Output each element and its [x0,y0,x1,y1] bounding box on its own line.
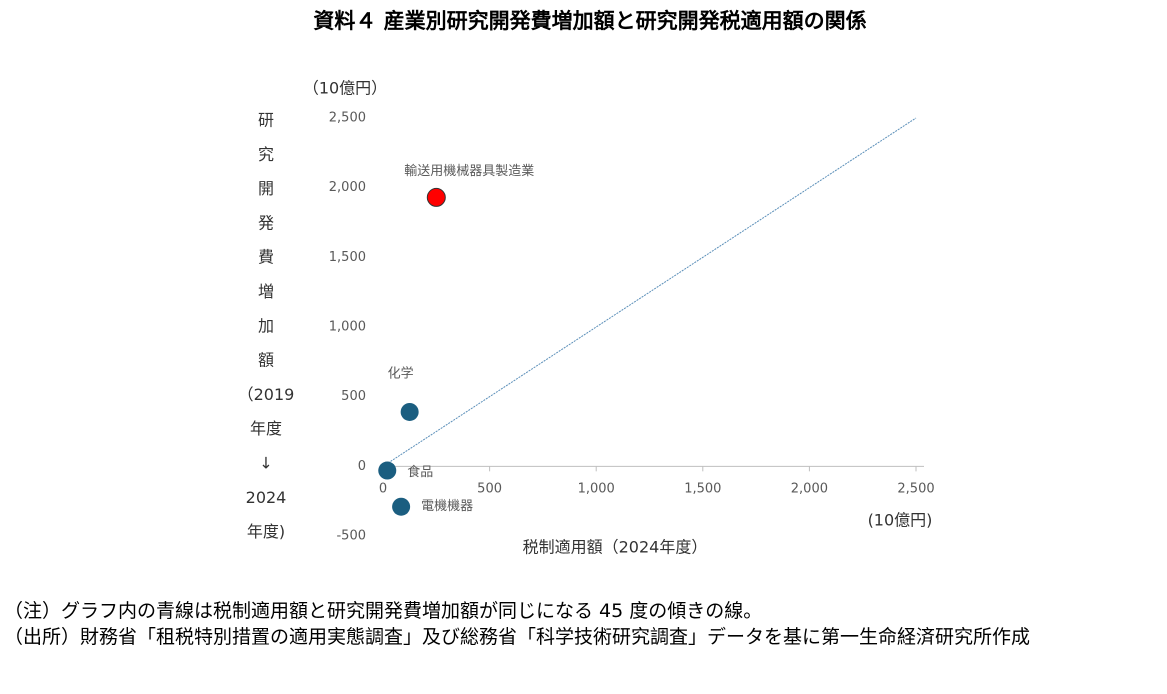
chart: 資料４ 産業別研究開発費増加額と研究開発税適用額の関係 （10億円） (10億円… [238,9,935,557]
y-axis-label: 2024 [246,488,287,507]
point [392,497,411,516]
notes: （注）グラフ内の青線は税制適用額と研究開発費増加額が同じになる 45 度の傾きの… [4,598,1164,650]
y-axis-label: ↓ [259,454,272,473]
x-tick-label: 0 [379,482,387,497]
y-axis-label: 費 [258,248,274,267]
point-label: 輸送用機械器具製造業 [404,163,534,179]
y-axis-label: 発 [258,213,274,232]
x-tick-label: 2,500 [897,482,934,497]
y-unit: （10億円） [303,79,387,98]
note: （注）グラフ内の青線は税制適用額と研究開発費増加額が同じになる 45 度の傾きの… [4,600,763,622]
point [400,402,419,421]
y-axis-label: 開 [258,179,274,198]
x-axis-label: 税制適用額（2024年度） [523,538,708,557]
note: （出所）財務省「租税特別措置の適用実態調査」及び総務省「科学技術研究調査」データ… [4,626,1031,648]
y-tick-label: 2,500 [329,111,366,126]
y-tick-label: 2,000 [329,180,366,195]
point-label: 化学 [388,365,414,381]
y-tick-label: 500 [341,389,366,404]
x-tick-label: 1,500 [684,482,721,497]
y-axis-label: 年度 [250,419,282,438]
chart-title: 資料４ 産業別研究開発費増加額と研究開発税適用額の関係 [313,9,866,33]
y-tick-label: 0 [358,459,366,474]
point [378,461,397,480]
y-tick-label: -500 [336,529,366,544]
point-label: 電機機器 [421,499,473,514]
y-axis-label: 加 [258,316,274,335]
y-tick-label: 1,000 [329,320,366,335]
y-tick-label: 1,500 [329,250,366,265]
y-axis-label: 額 [258,351,274,370]
y-axis-label: 究 [258,145,274,164]
x-tick-label: 500 [477,482,502,497]
point [426,187,446,207]
x-unit: (10億円) [868,511,933,530]
y-axis-label: 年度) [247,522,285,541]
y-axis-label: 増 [258,282,274,301]
y-axis-label: 研 [258,111,274,130]
y-axis-label: （2019 [238,385,295,404]
x-tick-label: 2,000 [791,482,828,497]
reference-line [382,117,917,467]
point-label: 食品 [407,464,433,480]
x-tick-label: 1,000 [578,482,615,497]
